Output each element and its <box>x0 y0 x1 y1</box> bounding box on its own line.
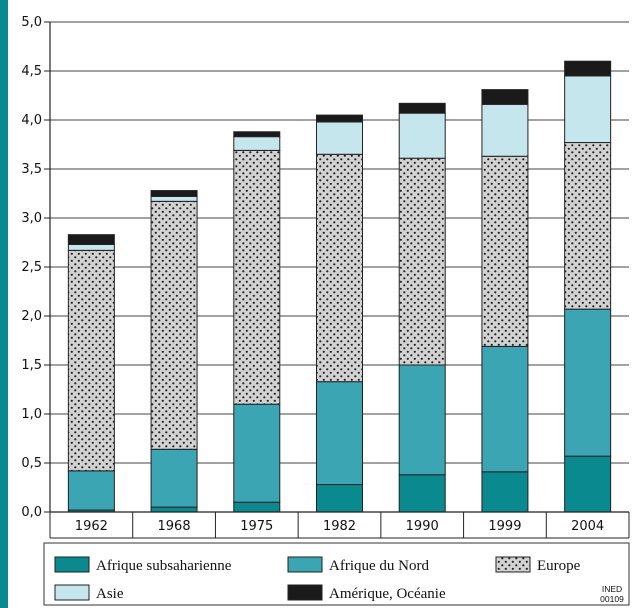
x-tick-label: 1968 <box>158 519 191 534</box>
legend-swatch <box>287 584 323 601</box>
y-tick-label: 0,0 <box>21 505 42 520</box>
bars <box>67 60 612 513</box>
bar-segment <box>564 75 612 144</box>
y-tick-label: 0,5 <box>21 456 42 471</box>
bar-segment <box>398 474 446 513</box>
bar-segment <box>398 364 446 476</box>
bar-segment <box>316 121 363 155</box>
bar-segment <box>150 200 198 450</box>
y-tick-label: 2,0 <box>21 309 42 324</box>
left-accent-border <box>0 0 8 608</box>
bar-segment <box>316 381 363 486</box>
legend-swatch <box>54 556 90 573</box>
bar-segment <box>233 136 281 151</box>
y-tick-label: 3,5 <box>21 162 42 177</box>
bar-segment <box>564 308 612 457</box>
y-axis-tick-labels: 0,0 0,5 1,0 1,5 2,0 2,5 3,0 3,5 4,0 4,5 5,0 <box>21 15 42 520</box>
x-tick-label: 1962 <box>75 519 108 534</box>
legend-label: Asie <box>96 586 124 602</box>
bar-segment <box>564 455 612 513</box>
bar-segment <box>564 142 612 310</box>
y-tick-label: 4,0 <box>21 113 42 128</box>
bar-segment <box>233 149 281 405</box>
x-tick-label: 1999 <box>488 519 521 534</box>
bar-segment <box>316 153 363 383</box>
bar-segment <box>564 60 612 77</box>
y-tick-label: 2,5 <box>21 260 42 275</box>
source-label-line2: 00109 <box>600 594 624 604</box>
x-axis-tick-labels: 1962 1968 1975 1982 1990 1999 2004 <box>49 512 630 539</box>
axes <box>49 22 629 513</box>
x-tick-label: 2004 <box>571 519 604 534</box>
bar-segment <box>150 190 198 197</box>
bar-segment <box>481 345 529 473</box>
legend: Afrique subsaharienne Afrique du Nord Euro… <box>54 556 581 602</box>
bar-segment <box>67 234 115 245</box>
legend-label: Afrique subsaharienne <box>96 558 232 574</box>
bar-segment <box>233 501 281 513</box>
source-label-line1: INED <box>602 584 622 594</box>
bar-segment <box>150 448 198 508</box>
legend-swatch <box>54 584 90 601</box>
legend-label: Afrique du Nord <box>329 558 429 574</box>
bar-segment <box>67 470 115 511</box>
bar-segment <box>481 471 529 513</box>
bar-segment <box>316 484 363 513</box>
legend-swatch <box>287 556 323 573</box>
y-tick-label: 1,0 <box>21 407 42 422</box>
bar-segment <box>398 112 446 159</box>
bar-segment <box>233 131 281 138</box>
bar-segment <box>67 249 115 472</box>
legend-label: Europe <box>537 558 581 574</box>
bar-segment <box>150 506 198 513</box>
y-tick-label: 3,0 <box>21 211 42 226</box>
bar-segment <box>67 243 115 251</box>
bar-segment <box>233 403 281 503</box>
x-tick-label: 1975 <box>240 519 273 534</box>
legend-frame <box>43 542 630 606</box>
y-tick-label: 1,5 <box>21 358 42 373</box>
legend-swatch <box>495 556 531 573</box>
legend-label: Amérique, Océanie <box>329 586 446 602</box>
y-tick-label: 4,5 <box>21 64 42 79</box>
y-tick-label: 5,0 <box>21 15 42 30</box>
bar-segment <box>150 195 198 202</box>
x-tick-label: 1990 <box>406 519 439 534</box>
bar-segment <box>398 102 446 114</box>
bar-segment <box>316 114 363 123</box>
bar-segment <box>481 103 529 157</box>
bar-segment <box>481 89 529 105</box>
bar-segment <box>398 157 446 366</box>
x-tick-label: 1982 <box>323 519 356 534</box>
bar-segment <box>481 155 529 347</box>
